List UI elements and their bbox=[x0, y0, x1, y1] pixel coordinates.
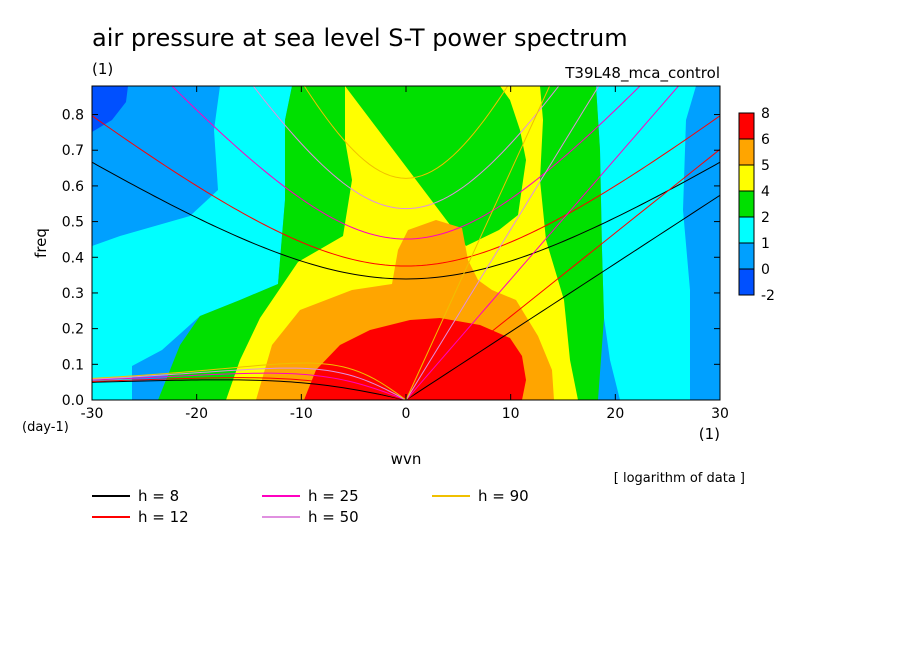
y-tick-label: 0.7 bbox=[62, 143, 84, 159]
x-tick-label: -20 bbox=[185, 406, 208, 422]
legend-label: h = 25 bbox=[308, 487, 359, 505]
inertia-gravity-curve bbox=[252, 86, 560, 210]
level-6-8 bbox=[304, 318, 526, 400]
inertia-gravity-curve bbox=[303, 86, 509, 179]
level-neg2-0 bbox=[92, 86, 128, 132]
chart-units: (1) bbox=[92, 60, 113, 78]
y-axis-label: freq bbox=[32, 228, 50, 258]
rossby-curve bbox=[92, 377, 407, 400]
x-tick-label: 20 bbox=[606, 406, 624, 422]
kelvin-curve bbox=[405, 86, 551, 400]
y-tick-label: 0.4 bbox=[62, 250, 84, 266]
level-1-2 bbox=[92, 86, 696, 400]
experiment-label: T39L48_mca_control bbox=[564, 64, 720, 83]
rossby-curve bbox=[92, 379, 407, 400]
y-tick-label: 0.6 bbox=[62, 179, 84, 195]
colorbar-label: -2 bbox=[761, 288, 775, 304]
kelvin-curve bbox=[405, 148, 720, 400]
y-tick-label: 0.8 bbox=[62, 108, 84, 124]
rossby-curve bbox=[92, 362, 407, 400]
colorbar-label: 2 bbox=[761, 210, 770, 226]
x-tick-label: 30 bbox=[711, 406, 729, 422]
inertia-gravity-curve bbox=[171, 86, 641, 240]
colorbar-label: 4 bbox=[761, 184, 770, 200]
y-tick-label: 0.0 bbox=[62, 393, 84, 409]
legend-label: h = 90 bbox=[478, 487, 529, 505]
colorbar-swatch bbox=[738, 112, 755, 140]
rossby-curve bbox=[92, 367, 407, 400]
x-tick-label: 0 bbox=[402, 406, 411, 422]
kelvin-curve bbox=[405, 86, 680, 400]
colorbar-label: 1 bbox=[761, 236, 770, 252]
colorbar-swatch bbox=[738, 216, 755, 244]
contour-field bbox=[92, 86, 720, 400]
inertia-gravity-curve bbox=[92, 115, 720, 267]
y-tick-label: 0.2 bbox=[62, 322, 84, 338]
inertia-gravity-curve bbox=[92, 161, 720, 280]
y-axis-units: (day-1) bbox=[22, 420, 69, 435]
x-axis-label: wvn bbox=[391, 450, 422, 468]
colorbar-swatch bbox=[738, 268, 755, 296]
colorbar: 8 6 5 4 2 1 0 -2 bbox=[738, 106, 775, 304]
data-note: [ logarithm of data ] bbox=[614, 471, 745, 486]
legend-label: h = 8 bbox=[138, 487, 179, 505]
colorbar-swatch bbox=[738, 164, 755, 192]
y-tick-label: 0.5 bbox=[62, 215, 84, 231]
colorbar-swatch bbox=[738, 190, 755, 218]
y-tick-label: 0.1 bbox=[62, 357, 84, 373]
legend-label: h = 12 bbox=[138, 508, 189, 526]
legend-label: h = 50 bbox=[308, 508, 359, 526]
axes: -30 -20 -10 0 10 20 30 0.0 0.1 0.2 0.3 0.4 0.5 0.6 0.7… bbox=[62, 86, 729, 422]
dispersion-curves bbox=[92, 86, 720, 400]
colorbar-swatch bbox=[738, 242, 755, 270]
x-tick-label: 10 bbox=[502, 406, 520, 422]
y-tick-label: 0.3 bbox=[62, 286, 84, 302]
colorbar-label: 0 bbox=[761, 262, 770, 278]
rossby-curve bbox=[92, 372, 407, 400]
colorbar-label: 5 bbox=[761, 158, 770, 174]
x-tick-label: -10 bbox=[290, 406, 313, 422]
colorbar-label: 8 bbox=[761, 106, 770, 122]
legend: h = 8 h = 12 h = 25 h = 50 h = 90 bbox=[92, 487, 529, 526]
colorbar-swatch bbox=[738, 138, 755, 166]
x-axis-units: (1) bbox=[699, 425, 720, 443]
x-tick-label: -30 bbox=[81, 406, 104, 422]
chart-title: air pressure at sea level S-T power spec… bbox=[92, 24, 628, 52]
kelvin-curve bbox=[405, 86, 600, 400]
kelvin-curve bbox=[405, 194, 720, 400]
colorbar-label: 6 bbox=[761, 132, 770, 148]
